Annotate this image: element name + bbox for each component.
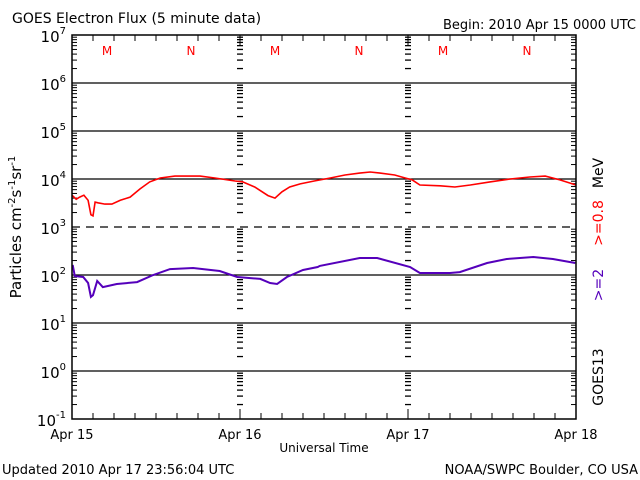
y-tick-exponent: 0 — [60, 362, 66, 373]
marker-m: M — [102, 44, 112, 58]
y-tick-label: 107 — [41, 26, 66, 46]
marker-n: N — [187, 44, 196, 58]
y-label-sr: sr — [7, 165, 25, 180]
legend-08mev: >=0.8 — [591, 200, 607, 246]
legend-2mev: >=2 — [591, 269, 607, 301]
y-tick-exponent: 3 — [60, 218, 66, 229]
y-tick-label: 105 — [41, 122, 66, 142]
x-tick-label: Apr 15 — [50, 428, 93, 443]
x-tick-label: Apr 17 — [386, 428, 429, 443]
svg-text:>=2: >=2 — [591, 269, 607, 301]
chart-title: GOES Electron Flux (5 minute data) — [12, 11, 261, 27]
y-label-s: s — [7, 189, 25, 197]
svg-text:GOES13: GOES13 — [591, 348, 607, 405]
y-label-base: Particles cm — [7, 207, 25, 298]
y-tick-base: 10 — [41, 76, 60, 94]
marker-m: M — [438, 44, 448, 58]
y-label-exp1: -2 — [7, 197, 18, 207]
y-tick-base: 10 — [41, 220, 60, 238]
series-2mev-line — [71, 255, 576, 299]
y-tick-exponent: 7 — [60, 26, 66, 37]
y-tick-exponent: 6 — [60, 74, 66, 85]
y-tick-label: 10-1 — [37, 410, 66, 430]
grid-lines — [72, 82, 576, 372]
x-tick-labels: Apr 15 Apr 16 Apr 17 Apr 18 — [50, 428, 597, 443]
y-tick-base: 10 — [41, 28, 60, 46]
y-tick-base: 10 — [41, 172, 60, 190]
y-tick-exponent: 1 — [60, 314, 66, 325]
y-tick-label: 102 — [41, 266, 66, 286]
y-tick-label: 101 — [41, 314, 66, 334]
x-tick-label: Apr 18 — [554, 428, 597, 443]
y-tick-exponent: 5 — [60, 122, 66, 133]
svg-text:>=0.8: >=0.8 — [591, 200, 607, 246]
y-tick-exponent: -1 — [56, 410, 66, 421]
y-tick-label: 106 — [41, 74, 66, 94]
begin-time: Begin: 2010 Apr 15 0000 UTC — [443, 18, 636, 33]
y-tick-base: 10 — [37, 412, 56, 430]
y-tick-exponent: 4 — [60, 170, 66, 181]
right-legend: GOES13 >=2 >=0.8 MeV — [591, 157, 607, 405]
marker-m: M — [270, 44, 280, 58]
axis-ticks — [72, 35, 576, 419]
marker-n: N — [523, 44, 532, 58]
unit-label: MeV — [591, 157, 607, 188]
y-tick-base: 10 — [41, 364, 60, 382]
source-label: NOAA/SWPC Boulder, CO USA — [445, 463, 638, 478]
marker-n: N — [355, 44, 364, 58]
updated-time: Updated 2010 Apr 17 23:56:04 UTC — [2, 463, 234, 478]
y-label-exp2: -1 — [7, 180, 18, 190]
y-tick-label: 103 — [41, 218, 66, 238]
satellite-label: GOES13 — [591, 348, 607, 405]
series-08mev-line — [71, 171, 577, 218]
series-lines — [71, 171, 577, 299]
y-tick-label: 100 — [41, 362, 66, 382]
y-tick-exponent: 2 — [60, 266, 66, 277]
y-tick-base: 10 — [41, 268, 60, 286]
x-tick-label: Apr 16 — [218, 428, 261, 443]
y-tick-base: 10 — [41, 124, 60, 142]
svg-text:MeV: MeV — [591, 157, 607, 188]
y-tick-label: 104 — [41, 170, 66, 190]
y-tick-base: 10 — [41, 316, 60, 334]
y-axis-label: Particles cm-2s-1sr-1 — [7, 156, 25, 299]
plot-frame — [71, 34, 577, 420]
y-label-exp3: -1 — [7, 156, 18, 166]
x-axis-label: Universal Time — [279, 441, 368, 455]
